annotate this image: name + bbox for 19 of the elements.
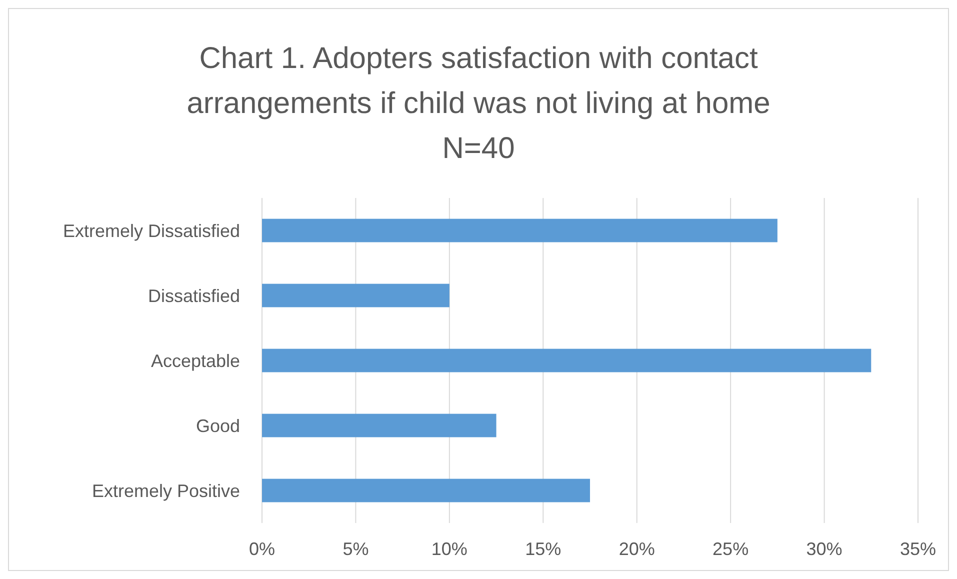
bar bbox=[262, 284, 450, 308]
x-tick-label: 35% bbox=[900, 539, 936, 559]
bar bbox=[262, 348, 872, 372]
bar bbox=[262, 218, 778, 242]
x-tick-label: 15% bbox=[525, 539, 562, 559]
x-tick-label: 5% bbox=[342, 539, 369, 559]
y-tick-label: Extremely Positive bbox=[92, 480, 240, 501]
x-tick-label: 10% bbox=[431, 539, 468, 559]
bar bbox=[262, 478, 590, 502]
y-tick-label: Good bbox=[196, 416, 240, 436]
x-tick-label: 30% bbox=[806, 539, 842, 559]
x-tick-label: 25% bbox=[712, 539, 749, 559]
x-tick-label: 20% bbox=[618, 539, 655, 559]
chart-title: Chart 1. Adopters satisfaction with contact arrangements if child was not living at home N=40 bbox=[186, 42, 770, 165]
y-tick-label: Acceptable bbox=[150, 350, 240, 371]
y-tick-label: Extremely Dissatisfied bbox=[62, 220, 240, 241]
y-tick-label: Dissatisfied bbox=[148, 286, 240, 306]
bar bbox=[262, 414, 496, 438]
x-tick-label: 0% bbox=[248, 539, 276, 559]
